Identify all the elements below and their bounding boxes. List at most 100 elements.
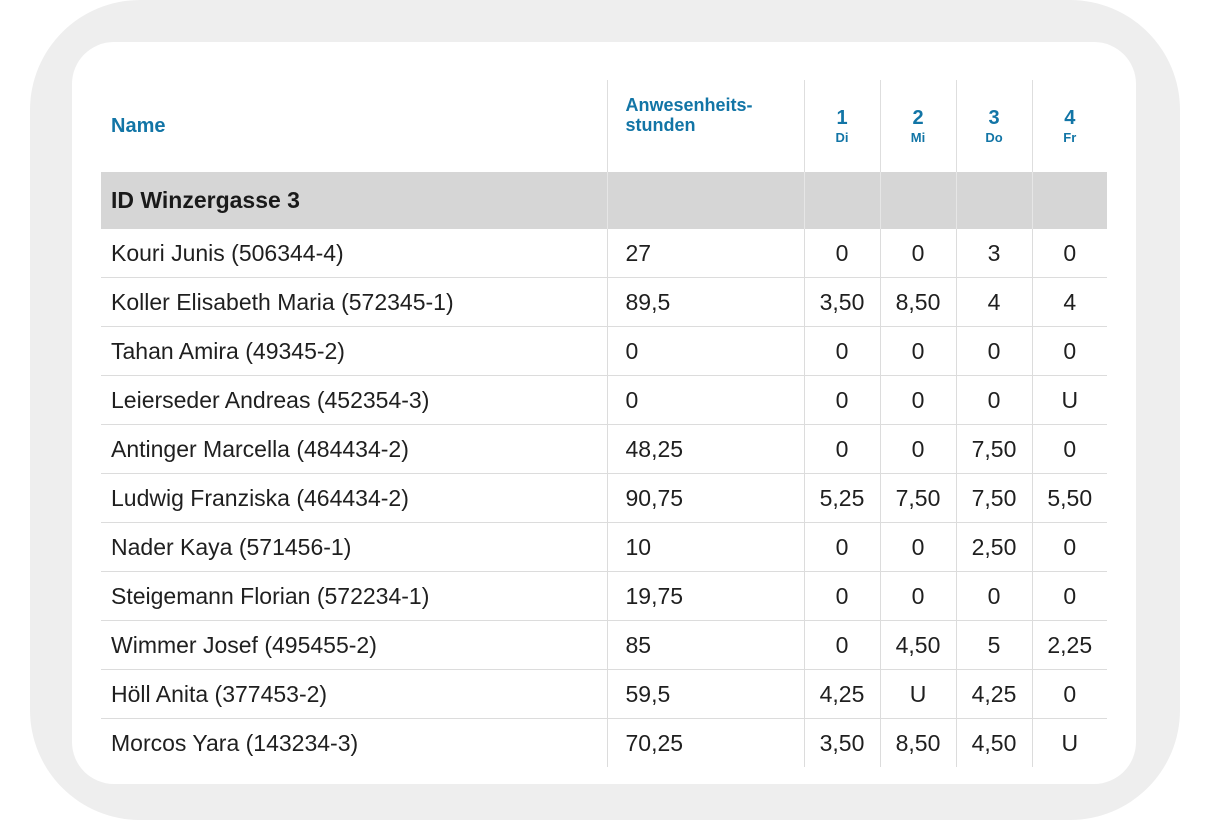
column-header-hours-line2: stunden [625,115,696,135]
day-value-cell: 3,50 [803,277,880,327]
day-value-cell: 2,50 [955,522,1032,572]
day-value-cell: 0 [955,326,1032,376]
attendance-hours-cell: 70,25 [606,718,804,767]
day-value-cell: 0 [803,326,880,376]
attendance-hours-cell: 19,75 [606,571,804,621]
day-number: 2 [912,107,924,129]
employee-name-cell: Steigemann Florian (572234-1) [101,571,607,621]
attendance-table: Name Anwesenheits- stunden 1 Di 2 Mi 3 D… [101,80,1107,767]
attendance-hours-cell: 27 [606,229,804,278]
day-value-cell: 2,25 [1031,620,1107,670]
table-row[interactable]: Leierseder Andreas (452354-3) 0 0 0 0 U [101,375,1107,425]
column-header-day-2[interactable]: 2 Mi [879,80,956,172]
day-number: 3 [988,107,1000,129]
attendance-hours-cell: 48,25 [606,424,804,474]
day-value-cell: 0 [1031,571,1107,621]
employee-name-cell: Höll Anita (377453-2) [101,669,607,719]
day-value-cell: 0 [955,375,1032,425]
day-name: Do [985,130,1003,145]
day-value-cell: 4 [1031,277,1107,327]
day-value-cell: 7,50 [955,424,1032,474]
day-name: Mi [910,130,926,145]
group-label: ID Winzergasse 3 [101,172,607,229]
day-number: 4 [1064,107,1076,129]
column-header-name[interactable]: Name [111,114,166,137]
day-value-cell: 4 [955,277,1032,327]
attendance-hours-cell: 0 [606,375,804,425]
day-value-cell: 7,50 [879,473,956,523]
day-value-cell: 3 [955,229,1032,278]
day-value-cell: 5,25 [803,473,880,523]
table-row[interactable]: Steigemann Florian (572234-1) 19,75 0 0 0 0 [101,571,1107,621]
table-row[interactable]: Koller Elisabeth Maria (572345-1) 89,5 3,5… [101,277,1107,327]
table-row[interactable]: Wimmer Josef (495455-2) 85 0 4,50 5 2,25 [101,620,1107,670]
day-value-cell: 8,50 [879,277,956,327]
day-name: Di [835,130,849,145]
employee-name-cell: Leierseder Andreas (452354-3) [101,375,607,425]
day-value-cell: 0 [1031,229,1107,278]
employee-name-cell: Ludwig Franziska (464434-2) [101,473,607,523]
day-value-cell: U [1031,375,1107,425]
day-value-cell: 0 [803,424,880,474]
day-value-cell: 0 [879,326,956,376]
employee-name-cell: Wimmer Josef (495455-2) [101,620,607,670]
employee-name-cell: Koller Elisabeth Maria (572345-1) [101,277,607,327]
attendance-hours-cell: 89,5 [606,277,804,327]
day-value-cell: 0 [803,522,880,572]
employee-name-cell: Nader Kaya (571456-1) [101,522,607,572]
group-row: ID Winzergasse 3 [101,172,1107,229]
day-value-cell: 0 [803,375,880,425]
employee-name-cell: Tahan Amira (49345-2) [101,326,607,376]
column-header-day-1[interactable]: 1 Di [803,80,880,172]
day-value-cell: U [1031,718,1107,767]
day-value-cell: 5,50 [1031,473,1107,523]
employee-name-cell: Morcos Yara (143234-3) [111,729,359,756]
day-value-cell: 4,25 [955,669,1032,719]
day-value-cell: 4,50 [955,718,1032,767]
day-value-cell: 0 [879,375,956,425]
table-row[interactable]: Nader Kaya (571456-1) 10 0 0 2,50 0 [101,522,1107,572]
day-value-cell: 0 [879,229,956,278]
day-value-cell: 0 [1031,326,1107,376]
day-value-cell: 0 [879,571,956,621]
day-value-cell: 0 [803,620,880,670]
table-row[interactable]: Antinger Marcella (484434-2) 48,25 0 0 7,50 0 [101,424,1107,474]
attendance-hours-cell: 0 [606,326,804,376]
day-name: Fr [1063,130,1077,145]
day-value-cell: 0 [955,571,1032,621]
day-value-cell: 0 [1031,669,1107,719]
day-value-cell: 8,50 [879,718,956,767]
day-value-cell: 5 [955,620,1032,670]
group-cell [879,172,956,229]
day-value-cell: 7,50 [955,473,1032,523]
column-header-day-4[interactable]: 4 Fr [1031,80,1107,172]
column-header-day-3[interactable]: 3 Do [955,80,1032,172]
table-row[interactable]: Höll Anita (377453-2) 59,5 4,25 U 4,25 0 [101,669,1107,719]
day-number: 1 [836,107,848,129]
day-value-cell: 0 [879,522,956,572]
day-value-cell: 4,25 [803,669,880,719]
table-header-row: Name Anwesenheits- stunden 1 Di 2 Mi 3 D… [101,80,1107,172]
group-cell [1031,172,1107,229]
day-value-cell: 0 [803,229,880,278]
table-row[interactable]: Morcos Yara (143234-3) 70,25 3,50 8,50 4,50 U [101,718,1107,767]
employee-name-cell: Antinger Marcella (484434-2) [101,424,607,474]
attendance-hours-cell: 10 [606,522,804,572]
day-value-cell: 4,50 [879,620,956,670]
day-value-cell: 3,50 [803,718,880,767]
group-cell [606,172,804,229]
day-value-cell: 0 [879,424,956,474]
employee-name-cell: Kouri Junis (506344-4) [101,229,607,278]
column-header-hours-line1: Anwesenheits- [625,95,753,115]
table-row[interactable]: Kouri Junis (506344-4) 27 0 0 3 0 [101,229,1107,278]
attendance-hours-cell: 59,5 [606,669,804,719]
group-cell [803,172,880,229]
day-value-cell: U [879,669,956,719]
day-value-cell: 0 [1031,522,1107,572]
column-header-hours[interactable]: Anwesenheits- stunden [606,80,804,172]
table-row[interactable]: Ludwig Franziska (464434-2) 90,75 5,25 7,50… [101,473,1107,523]
group-cell [955,172,1032,229]
table-row[interactable]: Tahan Amira (49345-2) 0 0 0 0 0 [101,326,1107,376]
attendance-hours-cell: 85 [606,620,804,670]
day-value-cell: 0 [1031,424,1107,474]
